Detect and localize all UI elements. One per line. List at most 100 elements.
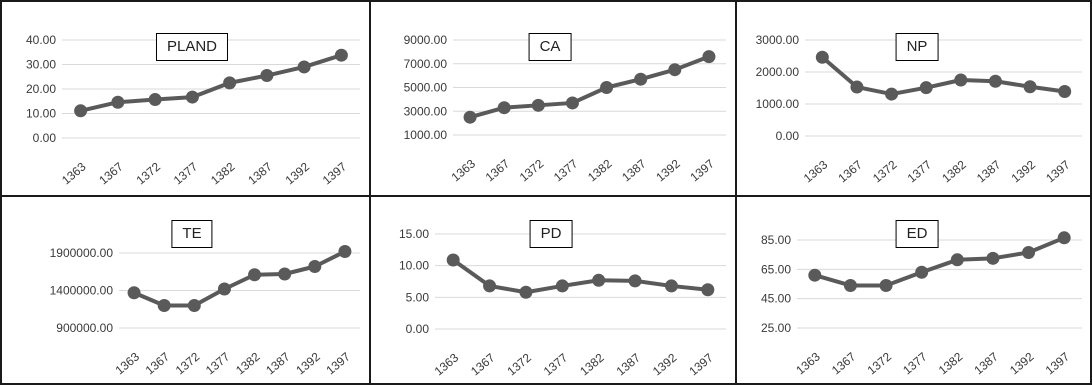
- y-tick-label: 45.00: [761, 292, 791, 306]
- data-point: [278, 267, 292, 281]
- data-point: [531, 98, 545, 112]
- data-point: [260, 69, 274, 83]
- y-tick-label: 0.00: [406, 322, 430, 336]
- data-point: [843, 278, 857, 292]
- y-tick-label: 0.00: [33, 131, 57, 145]
- x-tick-label: 1382: [577, 350, 607, 378]
- data-point: [185, 90, 199, 104]
- data-point: [127, 286, 141, 300]
- x-tick-label: 1372: [134, 159, 164, 187]
- y-tick-label: 1900000.00: [50, 246, 114, 260]
- data-point: [446, 253, 460, 267]
- chart-svg: 0.00 1000.00 2000.00 3000.00 1363 1367 1372 137…: [756, 33, 1082, 185]
- y-tick-label: 2000.00: [756, 65, 800, 79]
- chart-svg: 0.00 10.00 20.00 30.00 40.00 1363 1367 1372 1377…: [26, 33, 360, 187]
- y-tick-label: 5000.00: [404, 81, 448, 95]
- data-point: [664, 279, 678, 293]
- x-tick-label: 1363: [432, 350, 462, 378]
- data-point: [885, 87, 899, 101]
- data-point: [815, 50, 829, 64]
- x-tick-label: 1387: [263, 349, 293, 377]
- x-tick-label: 1392: [283, 159, 313, 187]
- x-tick-label: 1367: [835, 157, 865, 185]
- x-tick-label: 1387: [245, 159, 275, 187]
- data-point: [879, 278, 893, 292]
- chart-panel-pland: 0.00 10.00 20.00 30.00 40.00 1363 1367 1372 1377…: [0, 0, 371, 197]
- data-point: [1023, 80, 1037, 94]
- y-tick-label: 20.00: [26, 82, 56, 96]
- y-tick-label: 1400000.00: [50, 284, 114, 298]
- data-point: [111, 95, 125, 109]
- data-point: [338, 245, 352, 258]
- x-tick-label: 1397: [323, 349, 353, 377]
- x-tick-label: 1377: [551, 156, 581, 184]
- y-tick-label: 10.00: [26, 107, 56, 121]
- x-tick-label: 1392: [1009, 157, 1039, 185]
- data-point: [668, 63, 682, 77]
- chart-panel-te: 900000.00 1400000.00 1900000.00 1363 1367 137…: [0, 195, 371, 385]
- data-point: [334, 48, 348, 62]
- data-point: [148, 93, 162, 107]
- x-tick-label: 1372: [517, 156, 547, 184]
- data-point: [519, 285, 533, 299]
- data-point: [248, 268, 262, 282]
- data-point: [555, 279, 569, 293]
- x-tick-label: 1397: [1043, 157, 1073, 185]
- y-tick-label: 5.00: [406, 290, 430, 304]
- y-tick-label: 1000.00: [756, 97, 800, 111]
- data-point: [808, 268, 822, 282]
- y-tick-label: 9000.00: [404, 33, 448, 47]
- x-tick-label: 1367: [468, 350, 498, 378]
- y-tick-label: 7000.00: [404, 57, 448, 71]
- data-point: [187, 299, 201, 312]
- chart-panel-ca: 1000.00 3000.00 5000.00 7000.00 9000.00 1363 1…: [369, 0, 737, 197]
- series-line: [814, 235, 1065, 288]
- data-point: [217, 282, 231, 296]
- x-tick-label: 1363: [113, 349, 143, 377]
- data-point: [850, 80, 864, 94]
- data-point: [954, 73, 968, 87]
- x-tick-label: 1397: [687, 156, 717, 184]
- x-tick-label: 1372: [173, 349, 203, 377]
- chart-panel-ed: 25.00 45.00 65.00 85.00 1363 1367 1372 1377 1382…: [735, 195, 1092, 385]
- data-point: [600, 81, 614, 94]
- data-point: [497, 101, 511, 115]
- x-tick-label: 1397: [1043, 349, 1073, 377]
- chart-svg: 25.00 45.00 65.00 85.00 1363 1367 1372 1377 1382…: [761, 231, 1082, 377]
- x-tick-label: 1382: [585, 156, 615, 184]
- y-tick-label: 25.00: [761, 321, 791, 335]
- y-tick-label: 30.00: [26, 58, 56, 72]
- x-tick-label: 1372: [865, 349, 895, 377]
- x-tick-label: 1382: [208, 159, 238, 187]
- y-tick-label: 3000.00: [756, 33, 800, 47]
- x-tick-label: 1367: [829, 349, 859, 377]
- x-tick-label: 1392: [1007, 349, 1037, 377]
- x-tick-label: 1367: [143, 349, 173, 377]
- chart-title: TE: [171, 220, 213, 248]
- x-tick-label: 1367: [483, 156, 513, 184]
- y-tick-label: 15.00: [399, 227, 429, 241]
- y-tick-label: 10.00: [399, 259, 429, 273]
- x-tick-label: 1387: [971, 349, 1001, 377]
- chart-title: PLAND: [155, 33, 229, 61]
- x-tick-label: 1363: [793, 349, 823, 377]
- y-tick-label: 0.00: [776, 129, 800, 143]
- x-tick-label: 1392: [650, 350, 680, 378]
- data-point: [565, 96, 579, 110]
- x-tick-label: 1363: [59, 159, 89, 187]
- x-tick-label: 1387: [619, 156, 649, 184]
- x-tick-label: 1377: [541, 350, 571, 378]
- x-tick-label: 1377: [203, 349, 233, 377]
- chart-title: PD: [529, 220, 573, 248]
- x-tick-label: 1363: [449, 156, 479, 184]
- data-point: [988, 74, 1002, 88]
- chart-title: ED: [895, 220, 939, 248]
- x-tick-label: 1377: [900, 349, 930, 377]
- data-point: [308, 260, 322, 273]
- data-point: [157, 299, 171, 312]
- data-point: [297, 60, 311, 74]
- data-point: [1022, 245, 1036, 259]
